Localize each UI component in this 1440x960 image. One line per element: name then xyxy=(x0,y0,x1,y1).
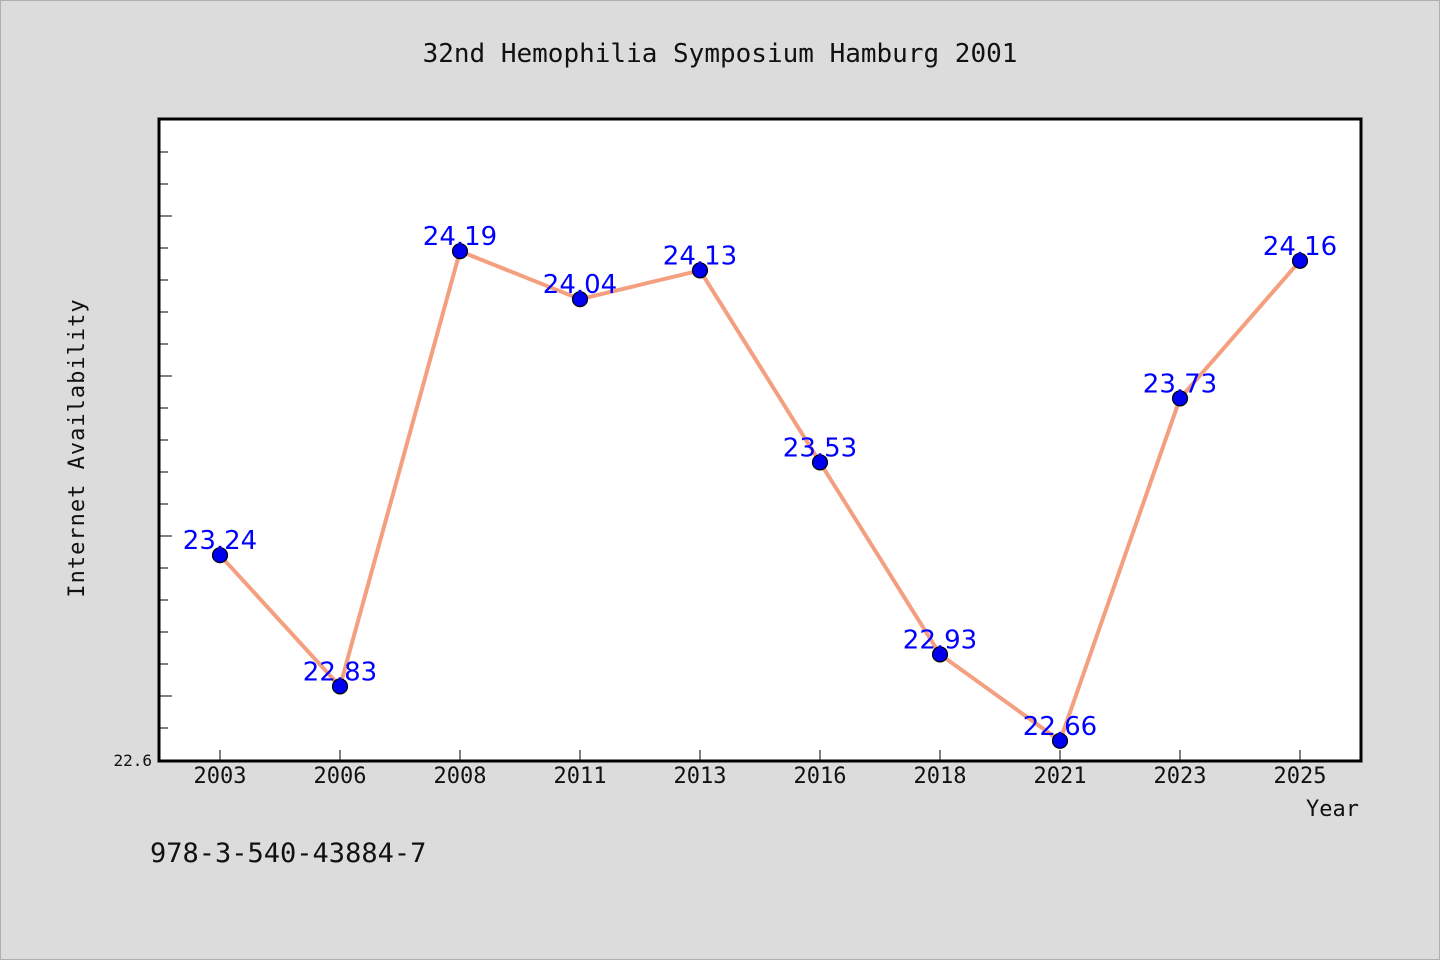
chart-title: 32nd Hemophilia Symposium Hamburg 2001 xyxy=(423,39,1018,69)
y-axis-ticks xyxy=(159,151,172,729)
data-label: 24.19 xyxy=(423,222,497,252)
data-point xyxy=(1171,390,1189,407)
data-point xyxy=(1051,732,1069,749)
data-point xyxy=(571,291,589,308)
data-label: 22.83 xyxy=(303,657,377,687)
x-tick-label: 2016 xyxy=(794,764,847,789)
data-point xyxy=(1291,252,1309,269)
y-axis-label: Internet Availability xyxy=(65,298,90,597)
series-line xyxy=(218,249,1302,743)
data-label: 24.13 xyxy=(663,241,737,271)
x-axis-ticks xyxy=(219,750,1301,760)
x-tick-label: 2008 xyxy=(434,764,487,789)
x-tick-label: 2006 xyxy=(314,764,367,789)
series-layer: 23.24 22.83 24.19 24.04 24.13 23.53 22.93 22.66… xyxy=(183,222,1337,749)
isbn-footer: 978-3-540-43884-7 xyxy=(150,838,426,869)
data-point xyxy=(331,678,349,695)
data-label: 24.04 xyxy=(543,270,617,300)
x-tick-label: 2011 xyxy=(554,764,607,789)
y-axis-min-tick-label: 22.6 xyxy=(113,751,152,770)
data-point xyxy=(211,547,229,564)
data-point xyxy=(691,262,709,279)
x-tick-label: 2023 xyxy=(1154,764,1207,789)
x-axis-label: Year xyxy=(1306,797,1359,822)
plot-area xyxy=(157,117,1363,763)
x-tick-label: 2018 xyxy=(914,764,967,789)
x-axis-tick-labels: 2003 2006 2008 2011 2013 2016 2018 2021 2023 2025 xyxy=(194,764,1327,789)
data-label: 23.24 xyxy=(183,526,257,556)
x-tick-label: 2013 xyxy=(674,764,727,789)
data-point xyxy=(931,646,949,663)
x-tick-label: 2025 xyxy=(1274,764,1327,789)
data-label: 22.93 xyxy=(903,625,977,655)
x-tick-label: 2003 xyxy=(194,764,247,789)
x-tick-label: 2021 xyxy=(1034,764,1087,789)
data-point xyxy=(811,454,829,471)
data-label: 22.66 xyxy=(1023,712,1097,742)
data-label: 24.16 xyxy=(1263,232,1337,262)
data-point xyxy=(451,243,469,260)
data-label: 23.53 xyxy=(783,433,857,463)
data-label: 23.73 xyxy=(1143,369,1217,399)
